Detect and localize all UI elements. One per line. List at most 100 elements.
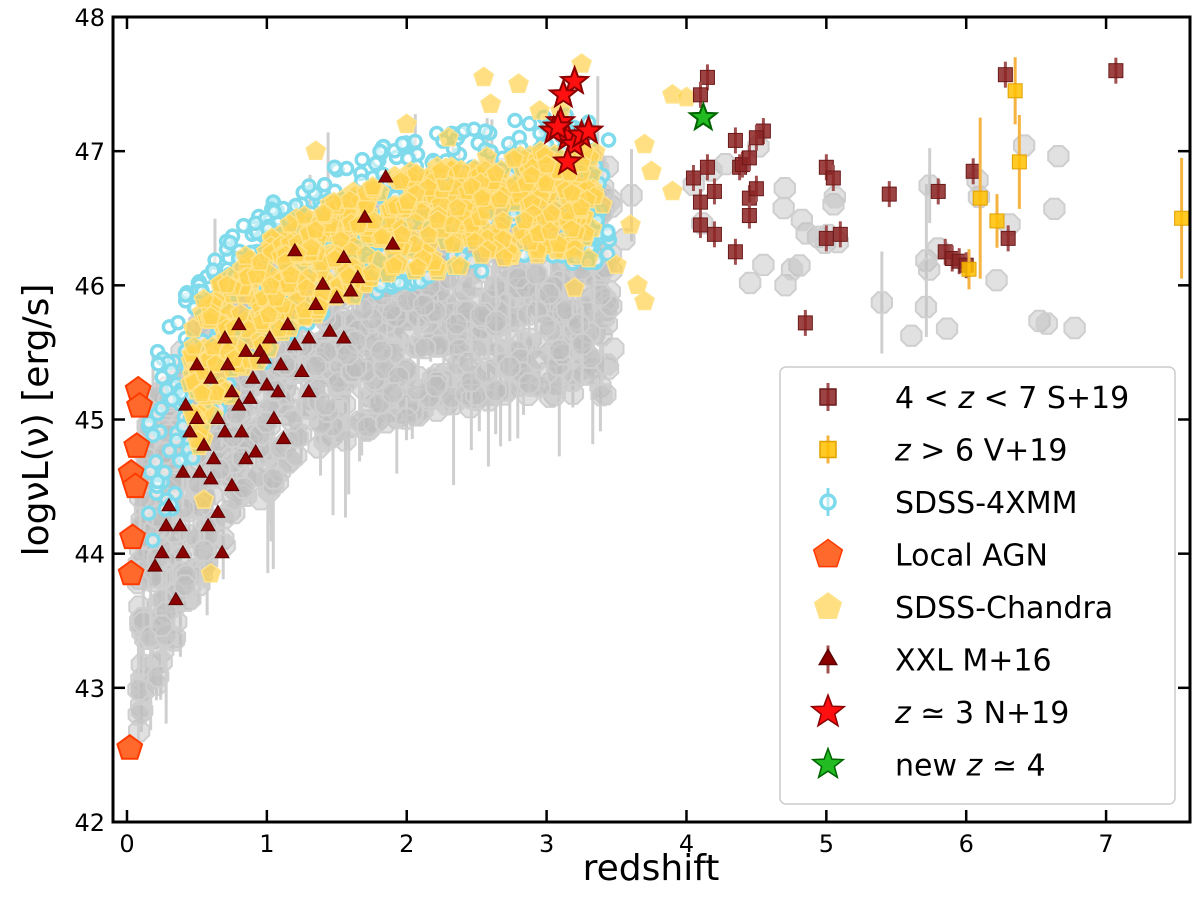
sdss-4xmm-point xyxy=(326,159,343,176)
sdss-4xmm-point xyxy=(177,287,194,303)
background-point xyxy=(280,409,304,432)
background-point xyxy=(772,196,795,220)
background-point xyxy=(935,317,959,340)
sdss-4xmm-point xyxy=(407,133,423,150)
y-tick-label: 43 xyxy=(74,675,105,703)
background-point xyxy=(571,333,594,356)
sdss-4xmm-point xyxy=(222,234,239,251)
background-point xyxy=(914,295,938,319)
background-point xyxy=(738,271,762,295)
background-point xyxy=(344,356,368,379)
legend-label: z > 6 V+19 xyxy=(894,434,1067,469)
s19-point xyxy=(685,170,701,186)
y-tick-label: 46 xyxy=(74,272,105,300)
background-point xyxy=(823,186,846,209)
background-point xyxy=(752,253,775,277)
s19-point xyxy=(699,159,715,175)
sdss-4xmm-point xyxy=(141,414,157,431)
background-point xyxy=(578,321,601,344)
s19-point xyxy=(692,87,708,103)
background-point xyxy=(145,673,168,696)
background-point xyxy=(381,382,404,405)
sdss-4xmm-point xyxy=(477,123,493,139)
v19-point xyxy=(1174,210,1190,226)
background-point xyxy=(1035,312,1058,335)
background-point xyxy=(173,574,197,597)
s19-point xyxy=(741,208,757,224)
sdss-4xmm-point xyxy=(600,132,617,148)
background-point xyxy=(150,614,173,637)
legend-marker-s19 xyxy=(819,388,837,406)
background-point xyxy=(395,407,418,430)
background-point xyxy=(918,258,941,281)
s19-point xyxy=(1000,230,1016,246)
legend: 4 < z < 7 S+19 z > 6 V+19 SDSS-4XMM Local A… xyxy=(779,366,1176,805)
background-point xyxy=(208,458,231,481)
y-tick-label: 42 xyxy=(74,809,105,837)
background-point xyxy=(790,208,813,232)
background-point xyxy=(780,258,804,281)
background-point xyxy=(900,324,923,347)
s19-point xyxy=(881,186,897,202)
s19-point xyxy=(748,181,764,197)
sdss-4xmm-point xyxy=(170,315,186,331)
background-point xyxy=(413,337,437,360)
background-point xyxy=(595,353,619,376)
sdss-4xmm-point xyxy=(148,453,164,470)
s19-point xyxy=(1108,63,1124,79)
legend-label: 4 < z < 7 S+19 xyxy=(895,381,1129,416)
x-tick-label: 0 xyxy=(119,830,134,858)
legend-label: new z ≃ 4 xyxy=(895,749,1046,784)
sdss-4xmm-point xyxy=(473,263,490,279)
background-point xyxy=(1047,145,1070,168)
background-point xyxy=(870,291,893,314)
s19-point xyxy=(818,230,834,246)
y-tick-label: 48 xyxy=(74,4,105,32)
sdss-4xmm-point xyxy=(164,391,181,408)
background-point xyxy=(286,426,309,449)
legend-label: z ≃ 3 N+19 xyxy=(894,696,1069,731)
v19-point xyxy=(989,213,1005,229)
sdss-4xmm-point xyxy=(247,215,264,231)
legend-label: XXL M+16 xyxy=(895,644,1052,679)
background-point xyxy=(475,361,498,384)
sdss-4xmm-point xyxy=(145,532,161,549)
sdss-4xmm-point xyxy=(372,143,388,160)
sdss-4xmm-point xyxy=(301,178,317,194)
background-point xyxy=(392,318,416,341)
sdss-4xmm-point xyxy=(171,452,188,469)
background-point xyxy=(314,393,337,417)
background-point xyxy=(592,306,616,330)
background-point xyxy=(498,355,521,379)
s19-point xyxy=(997,67,1013,83)
background-point xyxy=(985,269,1008,292)
background-point xyxy=(440,386,463,409)
x-tick-label: 2 xyxy=(399,830,414,858)
legend-marker-v19 xyxy=(819,440,837,459)
background-point xyxy=(336,343,359,366)
sdss-4xmm-point xyxy=(338,160,355,177)
background-point xyxy=(412,293,436,317)
y-axis-title: logνL(ν) [erg/s] xyxy=(16,284,57,557)
s19-point xyxy=(699,69,715,85)
y-tick-label: 44 xyxy=(74,541,105,569)
background-point xyxy=(424,300,447,323)
sdss-4xmm-point xyxy=(316,176,333,193)
sdss-4xmm-point xyxy=(140,505,157,522)
background-point xyxy=(424,375,448,398)
background-point xyxy=(484,379,507,402)
background-point xyxy=(1063,316,1086,340)
sdss-4xmm-point xyxy=(354,151,370,168)
sdss-4xmm-point xyxy=(394,135,411,152)
sdss-4xmm-point xyxy=(168,432,185,449)
background-point xyxy=(620,184,643,207)
s19-point xyxy=(797,315,813,331)
background-point xyxy=(360,307,384,331)
legend-label: SDSS-4XMM xyxy=(895,486,1077,521)
sdss-4xmm-point xyxy=(145,427,161,444)
background-point xyxy=(396,289,419,312)
sdss-4xmm-point xyxy=(150,473,166,490)
background-point xyxy=(262,467,285,490)
background-point xyxy=(590,384,613,407)
